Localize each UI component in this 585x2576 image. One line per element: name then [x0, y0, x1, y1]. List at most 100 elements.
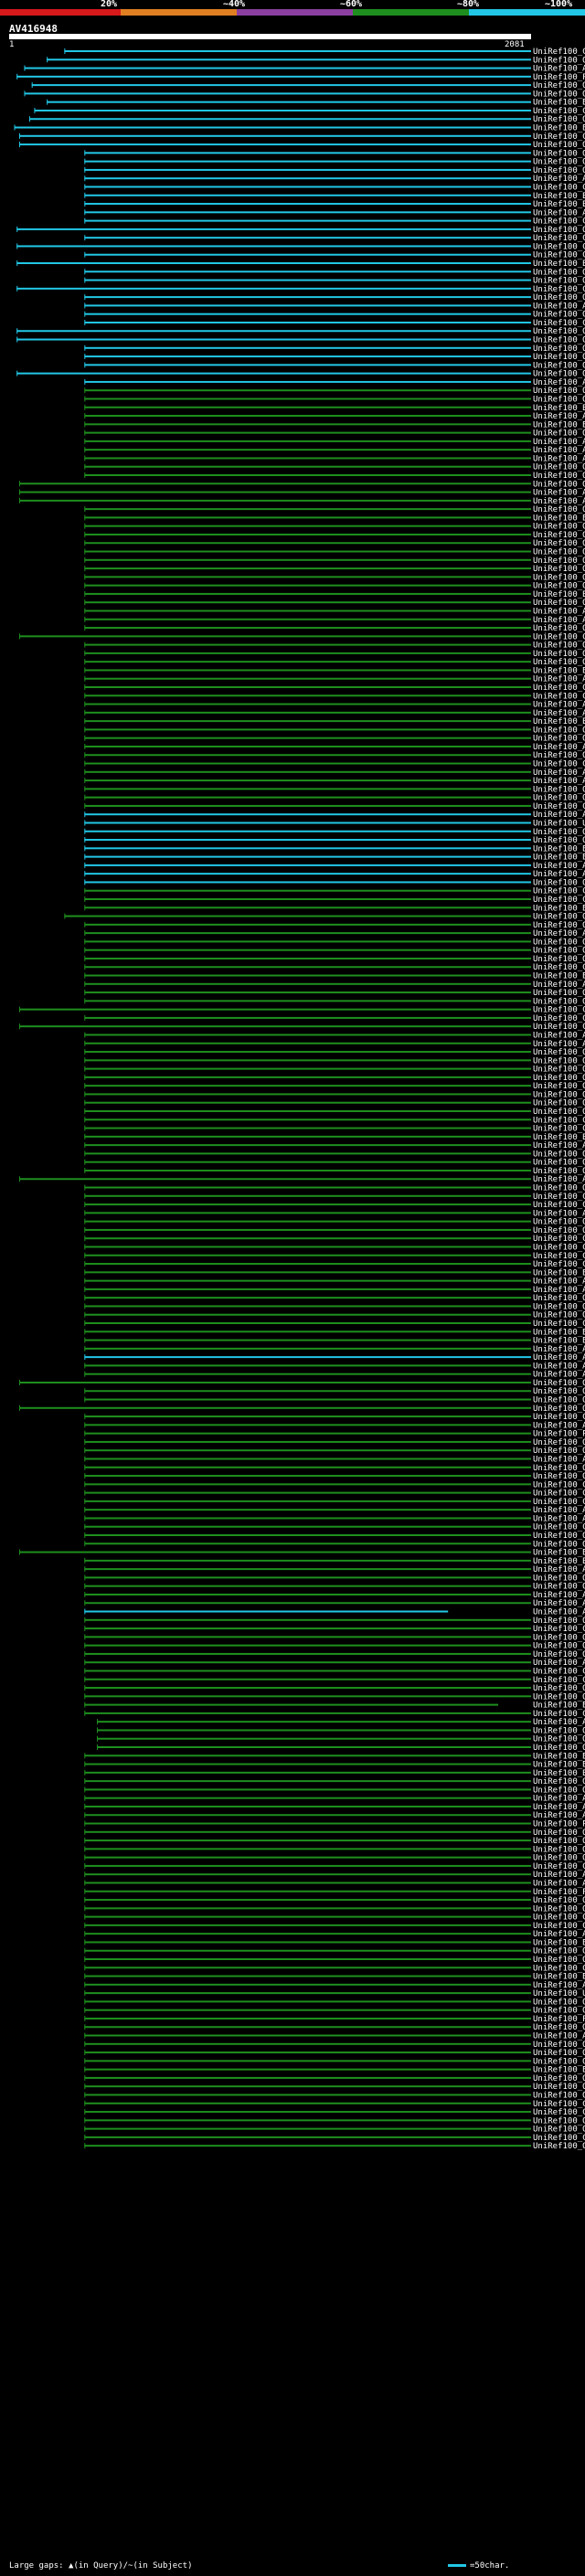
- hit-label[interactable]: UniRef100_Q0VG14: [533, 582, 585, 591]
- hit-label[interactable]: UniRef100_Q27771: [533, 2083, 585, 2092]
- hit-label[interactable]: UniRef100_A6NGD6: [533, 1353, 585, 1362]
- hit-label[interactable]: UniRef100_C9WI10: [533, 1235, 585, 1244]
- hit-label[interactable]: UniRef100_Q2LA09: [533, 828, 585, 837]
- hit-label[interactable]: UniRef100_Q9FYZ4: [533, 345, 585, 354]
- hit-label[interactable]: UniRef100_A2XKV0: [533, 1040, 585, 1049]
- hit-label[interactable]: UniRef100_Q6X235: [533, 1150, 585, 1159]
- hit-label[interactable]: UniRef100_Q8W506: [533, 277, 585, 286]
- hit-label[interactable]: UniRef100_A6NTT4: [533, 1930, 585, 1939]
- hit-label[interactable]: UniRef100_Q9FUC0: [533, 81, 585, 90]
- hit-label[interactable]: UniRef100_C9WI12: [533, 1523, 585, 1532]
- hit-label[interactable]: UniRef100_Q5QYT9: [533, 1447, 585, 1456]
- hit-label[interactable]: UniRef100_B3DX45: [533, 404, 585, 413]
- hit-label[interactable]: UniRef100_A6PMO2: [533, 743, 585, 752]
- hit-label[interactable]: UniRef100_C7DYC5: [533, 1023, 585, 1032]
- hit-label[interactable]: UniRef100_Q5SGF3: [533, 1684, 585, 1693]
- hit-label[interactable]: UniRef100_Q8AXE7: [533, 1090, 585, 1099]
- hit-label[interactable]: UniRef100_A9PEP4: [533, 1175, 585, 1184]
- hit-label[interactable]: UniRef100_Q5VUR0: [533, 658, 585, 667]
- hit-label[interactable]: UniRef100_Q8WAT8: [533, 1379, 585, 1388]
- hit-label[interactable]: UniRef100_A0SJQ3: [533, 1506, 585, 1515]
- hit-label[interactable]: UniRef100_Q9ATO0: [533, 1574, 585, 1583]
- hit-label[interactable]: UniRef100_A9P7U3: [533, 1277, 585, 1287]
- hit-label[interactable]: UniRef100_A9PB94: [533, 1591, 585, 1600]
- hit-label[interactable]: UniRef100_Q9V369: [533, 1642, 585, 1651]
- hit-label[interactable]: UniRef100_Q2T122: [533, 1540, 585, 1549]
- hit-label[interactable]: UniRef100_Q8WLW8: [533, 226, 585, 235]
- hit-label[interactable]: UniRef100_A2X2N2: [533, 1871, 585, 1880]
- hit-label[interactable]: UniRef100_C5Z439: [533, 1006, 585, 1015]
- hit-label[interactable]: UniRef100_B7FK88: [533, 1268, 585, 1277]
- hit-label[interactable]: UniRef100_Q9M7C4: [533, 624, 585, 633]
- hit-label[interactable]: UniRef100_Q2HZF5: [533, 836, 585, 845]
- hit-label[interactable]: UniRef100_Q8VEV1: [533, 1583, 585, 1592]
- hit-label[interactable]: UniRef100_Q4L6T4: [533, 1302, 585, 1311]
- hit-label[interactable]: UniRef100_Q5QYT6: [533, 878, 585, 887]
- hit-label[interactable]: UniRef100_Q8WLW6: [533, 548, 585, 557]
- hit-label[interactable]: UniRef100_Q8V0B3: [533, 463, 585, 472]
- hit-label[interactable]: UniRef100_C6TBC3: [533, 1489, 585, 1499]
- hit-label[interactable]: UniRef100_A6NKU2: [533, 438, 585, 447]
- hit-label[interactable]: UniRef100_Q9AVB5: [533, 1294, 585, 1303]
- hit-label[interactable]: UniRef100_Q9FYT7: [533, 353, 585, 362]
- hit-label[interactable]: UniRef100_Q41372: [533, 336, 585, 345]
- hit-label[interactable]: UniRef100_A1IIE4: [533, 1811, 585, 1820]
- hit-label[interactable]: UniRef100_C5I0V1: [533, 692, 585, 701]
- hit-label[interactable]: UniRef100_Q9ATN8: [533, 1056, 585, 1065]
- hit-label[interactable]: UniRef100_Q5QYD5: [533, 1735, 585, 1744]
- hit-label[interactable]: UniRef100_B0I558: [533, 717, 585, 726]
- hit-label[interactable]: UniRef100_B6T634: [533, 904, 585, 913]
- hit-label[interactable]: UniRef100_Q39822: [533, 1159, 585, 1168]
- hit-label[interactable]: UniRef100_Q8AXL8: [533, 1904, 585, 1913]
- hit-label[interactable]: UniRef100_C5Z552: [533, 1498, 585, 1507]
- hit-label[interactable]: UniRef100_Q1L6A2: [533, 1854, 585, 1863]
- hit-label[interactable]: UniRef100_C4JBS0: [533, 1922, 585, 1931]
- hit-label[interactable]: UniRef100_A7P8C9: [533, 175, 585, 184]
- hit-label[interactable]: UniRef100_Q5QY31: [533, 913, 585, 922]
- hit-label[interactable]: UniRef100_C5YD22: [533, 1913, 585, 1923]
- hit-label[interactable]: UniRef100_C4JBY9: [533, 896, 585, 905]
- hit-label[interactable]: UniRef100_Q39196: [533, 2116, 585, 2125]
- hit-label[interactable]: UniRef100_A6NK05: [533, 378, 585, 387]
- hit-label[interactable]: UniRef100_A6NND5: [533, 709, 585, 718]
- hit-label[interactable]: UniRef100_B9SWE1: [533, 590, 585, 599]
- hit-label[interactable]: UniRef100_A3CTA1: [533, 1718, 585, 1727]
- hit-label[interactable]: UniRef100_Q0UEG8: [533, 370, 585, 379]
- hit-label[interactable]: UniRef100_Q39722: [533, 1405, 585, 1414]
- hit-label[interactable]: UniRef100_Q9ATN5: [533, 1074, 585, 1083]
- hit-label[interactable]: UniRef100_Q5W6K0: [533, 1845, 585, 1854]
- hit-label[interactable]: UniRef100_B9T307: [533, 844, 585, 853]
- hit-label[interactable]: UniRef100_A6P900: [533, 981, 585, 990]
- hit-label[interactable]: UniRef100_Q5QFT4: [533, 641, 585, 651]
- hit-label[interactable]: UniRef100_A6NPE3: [533, 489, 585, 498]
- hit-label[interactable]: UniRef100_C9WI12: [533, 1625, 585, 1634]
- hit-label[interactable]: UniRef100_C5IX25: [533, 242, 585, 251]
- hit-label[interactable]: UniRef100_P93435: [533, 2015, 585, 2024]
- hit-label[interactable]: UniRef100_B2WQB4: [533, 99, 585, 108]
- hit-label[interactable]: UniRef100_Q2QQD7: [533, 149, 585, 158]
- hit-label[interactable]: UniRef100_Q9XGP4: [533, 2125, 585, 2135]
- hit-label[interactable]: UniRef100_Q5QYG7: [533, 1438, 585, 1447]
- hit-label[interactable]: UniRef100_C6SVZ0: [533, 1862, 585, 1871]
- hit-label[interactable]: UniRef100_Q70AP3: [533, 141, 585, 150]
- hit-label[interactable]: UniRef100_A6NSP1: [533, 870, 585, 879]
- hit-label[interactable]: UniRef100_C9WI13: [533, 234, 585, 243]
- hit-label[interactable]: UniRef100_A6NZ60: [533, 1345, 585, 1354]
- hit-label[interactable]: UniRef100_C4SL39: [533, 2134, 585, 2143]
- hit-label[interactable]: UniRef100_A6NIY9: [533, 701, 585, 710]
- hit-label[interactable]: UniRef100_B3U2W8: [533, 1701, 585, 1711]
- hit-label[interactable]: UniRef100_UPI000...: [533, 1989, 585, 1998]
- hit-label[interactable]: UniRef100_A6NP15: [533, 1286, 585, 1295]
- hit-label[interactable]: UniRef100_P43287: [533, 1888, 585, 1897]
- hit-label[interactable]: UniRef100_Q9M7C3: [533, 1082, 585, 1091]
- hit-label[interactable]: UniRef100_Q9ATM6: [533, 921, 585, 930]
- hit-label[interactable]: UniRef100_B3LUU8: [533, 1769, 585, 1778]
- hit-label[interactable]: UniRef100_B0I532: [533, 666, 585, 675]
- hit-label[interactable]: UniRef100_Q4LDW9: [533, 955, 585, 964]
- hit-label[interactable]: UniRef100_A6NVS3: [533, 497, 585, 506]
- hit-label[interactable]: UniRef100_C7EIB9: [533, 1964, 585, 1973]
- hit-label[interactable]: UniRef100_A0SJR3: [533, 1209, 585, 1218]
- hit-label[interactable]: UniRef100_C5IX24: [533, 133, 585, 142]
- hit-label[interactable]: UniRef100_Q9AT07: [533, 989, 585, 998]
- hit-label[interactable]: UniRef100_A1YS59: [533, 2032, 585, 2041]
